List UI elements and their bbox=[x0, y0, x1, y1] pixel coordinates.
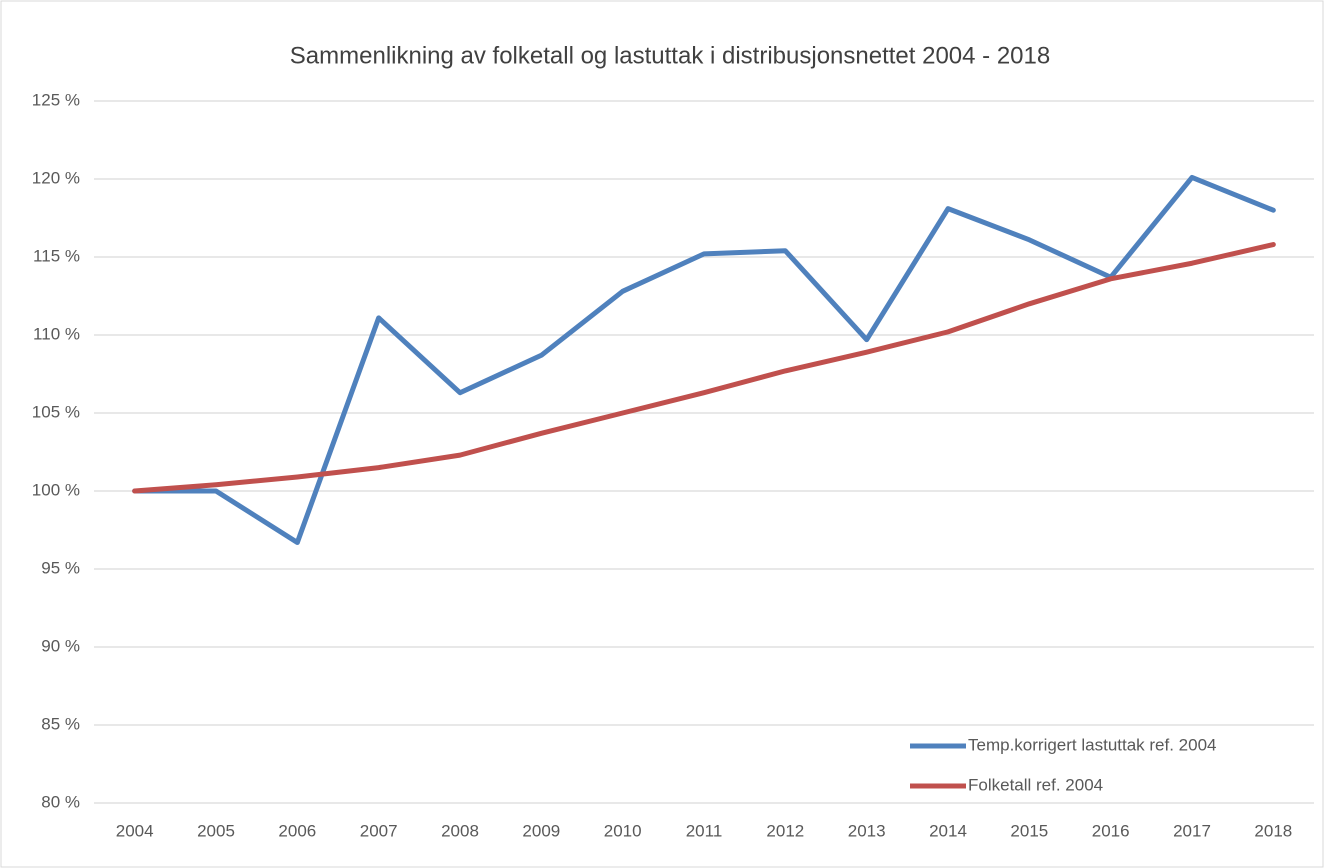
x-tick-label: 2011 bbox=[686, 821, 723, 840]
x-tick-label: 2006 bbox=[278, 821, 316, 840]
x-tick-label: 2005 bbox=[197, 821, 235, 840]
y-tick-label: 115 % bbox=[33, 246, 80, 265]
chart-title: Sammenlikning av folketall og lastuttak … bbox=[290, 42, 1050, 69]
x-tick-label: 2017 bbox=[1173, 821, 1211, 840]
x-tick-label: 2004 bbox=[116, 821, 154, 840]
x-tick-label: 2015 bbox=[1010, 821, 1048, 840]
x-tick-label: 2014 bbox=[929, 821, 967, 840]
series-line bbox=[132, 242, 1276, 494]
legend-label: Temp.korrigert lastuttak ref. 2004 bbox=[968, 735, 1217, 754]
y-tick-label: 120 % bbox=[32, 168, 80, 187]
x-tick-label: 2016 bbox=[1092, 821, 1130, 840]
y-tick-label: 80 % bbox=[41, 792, 80, 811]
x-tick-label: 2013 bbox=[848, 821, 886, 840]
x-tick-label: 2010 bbox=[604, 821, 642, 840]
y-tick-label: 90 % bbox=[41, 636, 80, 655]
y-tick-label: 110 % bbox=[33, 324, 80, 343]
y-tick-label: 100 % bbox=[32, 480, 80, 499]
y-tick-label: 95 % bbox=[41, 558, 80, 577]
series-line bbox=[132, 174, 1276, 545]
y-tick-label: 105 % bbox=[32, 402, 80, 421]
y-tick-label: 85 % bbox=[41, 714, 80, 733]
y-tick-label: 125 % bbox=[32, 90, 80, 109]
x-tick-label: 2008 bbox=[441, 821, 479, 840]
legend-label: Folketall ref. 2004 bbox=[968, 775, 1103, 794]
x-tick-label: 2007 bbox=[360, 821, 398, 840]
x-tick-label: 2009 bbox=[522, 821, 560, 840]
x-tick-label: 2018 bbox=[1254, 821, 1292, 840]
x-tick-label: 2012 bbox=[766, 821, 804, 840]
